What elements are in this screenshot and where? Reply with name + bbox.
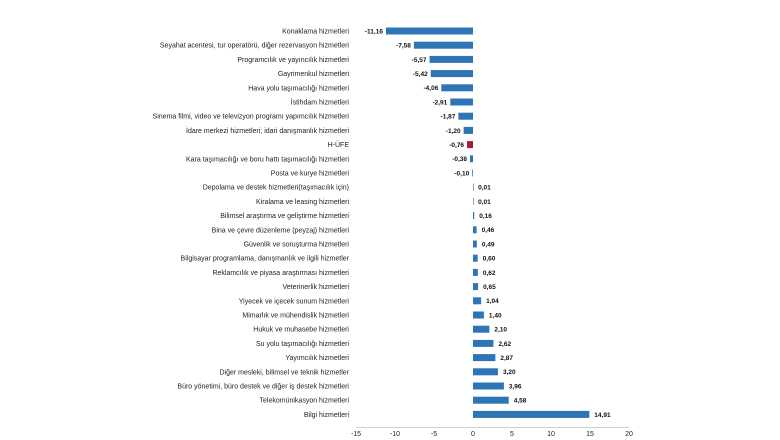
- category-label: Bilgi hizmetleri: [304, 412, 350, 419]
- x-tick-label: 0: [471, 431, 475, 438]
- bar: [450, 98, 473, 106]
- bar: [473, 382, 504, 390]
- value-label: -1,20: [446, 128, 461, 135]
- bar: [473, 212, 475, 220]
- bar: [473, 283, 479, 291]
- bar: [470, 155, 473, 163]
- category-label: Mimarlık ve mühendislik hizmetleri: [242, 313, 349, 320]
- value-label: -4,06: [424, 85, 439, 92]
- value-label: 0,46: [482, 227, 495, 234]
- category-label: Gayrimenkul hizmetleri: [278, 71, 350, 78]
- bar: [429, 55, 473, 63]
- category-label: Yayımcılık hizmetleri: [285, 355, 349, 362]
- x-tick-label: -10: [390, 431, 400, 438]
- value-label: 0,62: [483, 270, 496, 277]
- value-label: -5,57: [412, 57, 427, 64]
- bar: [473, 325, 490, 333]
- category-label: Büro yönetimi, büro destek ve diğer iş d…: [177, 384, 349, 391]
- category-label: Kara taşımacılığı ve boru hattı taşımacı…: [186, 156, 349, 163]
- category-label: Kiralama ve leasing hizmetleri: [256, 199, 349, 206]
- category-label: Su yolu taşımacılığı hizmetleri: [256, 341, 349, 348]
- value-label: -1,87: [441, 114, 456, 121]
- category-label: H-ÜFE: [328, 141, 350, 149]
- value-label: 0,16: [479, 213, 492, 220]
- bar: [473, 311, 484, 319]
- bar: [472, 169, 473, 177]
- value-label: -2,91: [432, 99, 447, 106]
- value-label: 4,58: [514, 398, 527, 405]
- category-label: Programcılık ve yayıncılık hizmetleri: [237, 57, 349, 64]
- category-label: Konaklama hizmetleri: [282, 29, 349, 36]
- bar: [467, 141, 473, 149]
- category-label: Reklamcılık ve piyasa araştırması hizmet…: [212, 270, 349, 277]
- category-label: İstihdam hizmetleri: [291, 98, 350, 107]
- category-label: Hukuk ve muhasebe hizmetleri: [253, 327, 349, 334]
- value-label: -0,76: [449, 142, 464, 149]
- value-label: 2,87: [500, 355, 513, 362]
- value-label: -0,38: [452, 156, 467, 163]
- bar: [458, 112, 473, 120]
- bar: [473, 226, 477, 234]
- category-label: Diğer mesleki, bilimsel ve teknik hizmet…: [219, 369, 349, 376]
- category-label: Bilgisayar programlama, danışmanlık ve i…: [181, 256, 350, 263]
- category-label: İdare merkezi hizmetleri; idari danışman…: [186, 126, 349, 135]
- value-label: -7,58: [396, 43, 411, 50]
- category-label: Bina ve çevre düzenleme (peyzaj) hizmetl…: [212, 227, 350, 234]
- value-label: 0,01: [478, 199, 491, 206]
- category-label: Bilimsel araştırma ve geliştirme hizmetl…: [220, 213, 349, 220]
- bar: [441, 84, 473, 92]
- x-tick-label: 5: [510, 431, 514, 438]
- x-tick-label: -5: [431, 431, 437, 438]
- bar: [430, 70, 473, 78]
- bar: [413, 41, 473, 49]
- value-label: 1,04: [486, 298, 499, 305]
- value-label: 1,40: [489, 312, 502, 319]
- value-label: -11,16: [365, 28, 383, 35]
- bar: [473, 254, 478, 262]
- bar: [473, 339, 494, 347]
- bar: [385, 27, 473, 35]
- category-label: Yiyecek ve içecek sunum hizmetleri: [239, 298, 350, 305]
- category-label: Güvenlik ve soruşturma hizmetleri: [244, 242, 350, 249]
- category-label: Veterinerlik hizmetleri: [282, 284, 349, 291]
- value-label: 0,01: [478, 185, 491, 192]
- bars-group: [385, 27, 590, 418]
- x-tick-labels-group: -15 -10 -5 0 5 10 15 20: [351, 431, 633, 438]
- category-label: Depolama ve destek hizmetleri(taşımacılı…: [203, 185, 349, 192]
- value-label: 3,96: [509, 383, 522, 390]
- value-label: -0,10: [454, 170, 469, 177]
- bar: [463, 126, 473, 134]
- value-label: 0,60: [483, 256, 496, 263]
- bar: [473, 297, 482, 305]
- value-label: 2,62: [498, 341, 511, 348]
- bar: [473, 368, 498, 376]
- category-label: Posta ve kurye hizmetleri: [271, 171, 350, 178]
- value-label: -5,42: [413, 71, 428, 78]
- category-labels-group: Konaklama hizmetleri Seyahat acentesi, tu…: [153, 29, 350, 419]
- bar: [473, 410, 590, 418]
- x-tick-label: 20: [625, 431, 633, 438]
- x-tick-label: -15: [351, 431, 361, 438]
- bar: [473, 354, 496, 362]
- category-label: Sinema filmi, video ve televizyon progra…: [153, 114, 350, 121]
- category-label: Seyahat acentesi, tur operatörü, diğer r…: [160, 43, 350, 50]
- value-label: 0,49: [482, 241, 495, 248]
- category-label: Hava yolu taşımacılığı hizmetleri: [248, 85, 349, 92]
- category-label: Telekomünikasyon hizmetleri: [260, 398, 350, 405]
- bar: [473, 396, 509, 404]
- bar: [473, 183, 474, 191]
- value-labels-group: -11,16 -7,58-5,57 -5,42 -4,06 -2,91 -1,87 -1,2…: [365, 28, 611, 418]
- x-tick-label: 15: [586, 431, 594, 438]
- x-tick-label: 10: [547, 431, 555, 438]
- bar: [473, 240, 477, 248]
- value-label: 3,20: [503, 369, 516, 376]
- bar: [473, 268, 478, 276]
- value-label: 14,91: [594, 412, 611, 419]
- value-label: 2,10: [494, 327, 507, 334]
- value-label: 0,65: [483, 284, 496, 291]
- bar: [473, 197, 474, 205]
